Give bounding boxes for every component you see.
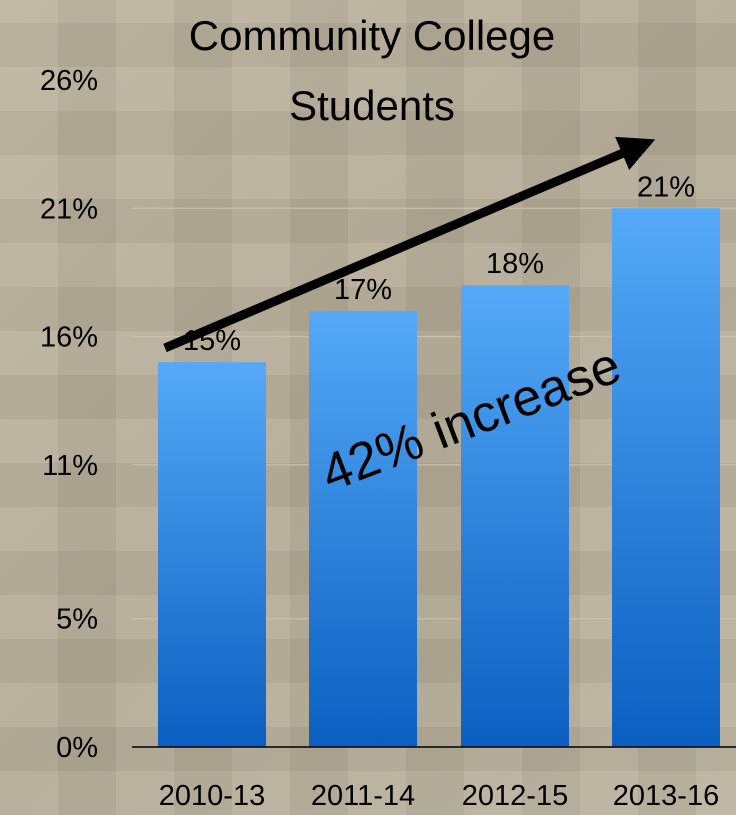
bar-2013-16 xyxy=(612,208,720,747)
trend-arrow xyxy=(163,136,656,353)
bar-2012-15 xyxy=(461,285,569,747)
data-label: 21% xyxy=(637,171,695,203)
y-tick-label: 0% xyxy=(56,732,98,764)
data-labels: 15%17%18%21% xyxy=(183,171,695,357)
y-tick-label: 16% xyxy=(40,322,98,354)
y-tick-label: 26% xyxy=(40,65,98,97)
chart-title-line-1: Community College xyxy=(189,12,555,59)
y-tick-label: 21% xyxy=(40,193,98,225)
y-tick-label: 11% xyxy=(42,450,98,482)
y-tick-label: 5% xyxy=(56,604,98,636)
y-axis-ticks: 0% 5% 11% 16% 21% 26% xyxy=(40,65,98,764)
x-axis-ticks: 2010-13 2011-14 2012-15 2013-16 xyxy=(159,780,719,812)
x-tick-label: 2010-13 xyxy=(159,780,265,812)
bar-2010-13 xyxy=(158,362,266,747)
bars xyxy=(158,208,720,747)
data-label: 17% xyxy=(334,274,392,306)
bar-2011-14 xyxy=(309,310,417,747)
x-tick-label: 2013-16 xyxy=(613,780,719,812)
data-label: 18% xyxy=(486,248,544,280)
x-tick-label: 2012-15 xyxy=(462,780,568,812)
chart-title-line-2: Students xyxy=(289,82,455,129)
x-tick-label: 2011-14 xyxy=(311,780,415,812)
